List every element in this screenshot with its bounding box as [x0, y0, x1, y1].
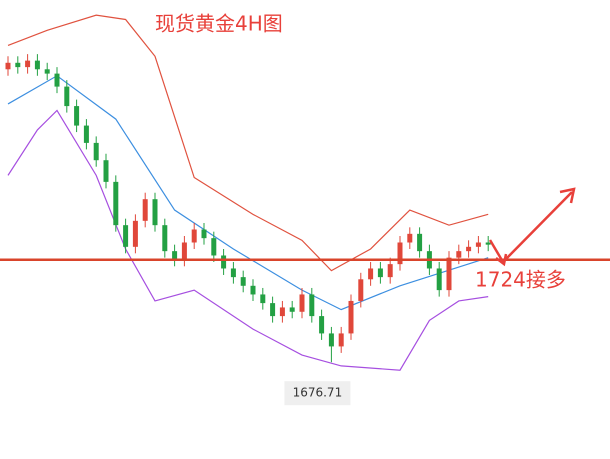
candle-body	[172, 251, 178, 260]
candle-body	[221, 255, 227, 269]
candle-body	[74, 106, 80, 126]
candle-body	[387, 264, 393, 278]
candle-body	[83, 125, 89, 143]
candle-body	[54, 73, 60, 87]
candle-body	[260, 294, 266, 304]
band-line	[7, 109, 489, 371]
candle-body	[358, 279, 364, 301]
candle-body	[475, 242, 481, 247]
candle-body	[289, 307, 295, 312]
arrow-head	[559, 187, 576, 204]
candle-body	[103, 160, 109, 182]
candle-body	[279, 307, 285, 317]
candle-body	[328, 333, 334, 347]
candle-body	[407, 233, 413, 243]
low-label-box	[284, 381, 351, 406]
candle-body	[5, 62, 11, 70]
candle-body	[348, 300, 354, 334]
candle-body	[132, 220, 138, 247]
low-label: 1676.71	[293, 386, 343, 400]
candle-body	[123, 225, 129, 247]
candle-body	[377, 268, 383, 278]
arrow-up	[502, 191, 573, 263]
candle-body	[152, 199, 158, 226]
chart-title: 现货黄金4H图	[155, 12, 283, 36]
candle-body	[34, 60, 40, 70]
candle-body	[456, 251, 462, 258]
candle-body	[240, 277, 246, 286]
candle-body	[368, 268, 374, 280]
candle-body	[417, 233, 423, 252]
candle-body	[44, 69, 50, 74]
band-line	[7, 75, 489, 311]
candle-body	[466, 246, 472, 252]
candle-body	[64, 86, 70, 107]
candle-body	[338, 333, 344, 347]
candle-body	[230, 268, 236, 278]
candle-body	[93, 142, 99, 161]
candle-body	[397, 242, 403, 265]
candle-body	[319, 316, 325, 334]
candle-body	[436, 268, 442, 291]
candle-body	[142, 199, 148, 221]
candle-body	[309, 294, 315, 317]
candle-body	[181, 242, 187, 260]
candle-body	[25, 60, 31, 68]
band-line	[7, 14, 489, 272]
arrows	[488, 187, 576, 267]
candle-body	[270, 303, 276, 317]
candle-body	[162, 225, 168, 252]
arrow-head	[495, 253, 508, 267]
candle-body	[211, 238, 217, 256]
candle-body	[15, 62, 21, 68]
candle-body	[299, 294, 305, 312]
candle-body	[201, 229, 207, 239]
candle-body	[446, 257, 452, 291]
annotation: 1724接多	[475, 267, 566, 291]
candle-body	[191, 229, 197, 243]
candle-body	[485, 242, 491, 245]
arrow-down	[488, 239, 505, 263]
candle-body	[113, 181, 119, 226]
candle-body	[250, 285, 256, 295]
